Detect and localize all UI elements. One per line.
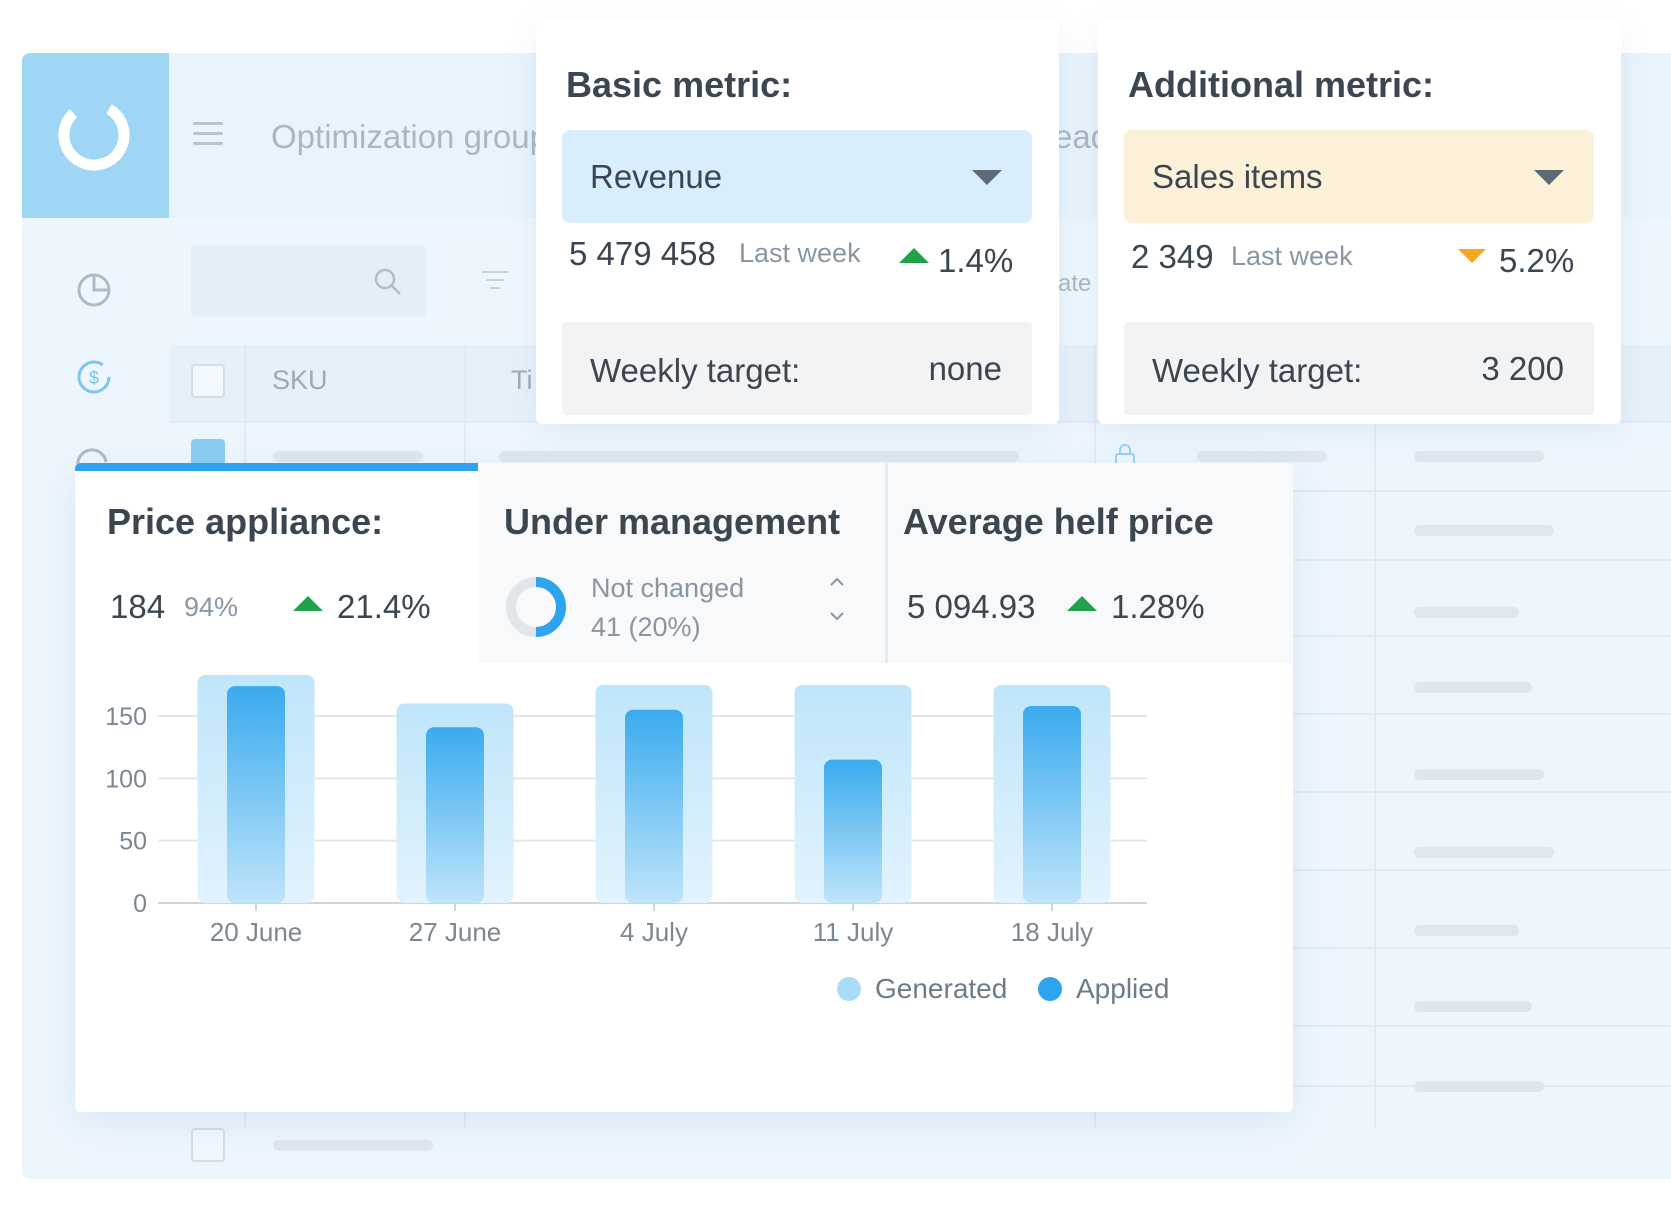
additional-metric-target-label: Weekly target: bbox=[1152, 352, 1363, 389]
bar-applied[interactable] bbox=[824, 759, 882, 903]
dollar-refresh-icon[interactable]: $ bbox=[74, 357, 114, 397]
row-checkbox[interactable] bbox=[191, 1128, 225, 1162]
toolbar-text-fragment: ate bbox=[1058, 270, 1092, 297]
price-appliance-title: Price appliance: bbox=[107, 501, 384, 542]
legend-applied-swatch bbox=[1038, 977, 1062, 1001]
basic-metric-title: Basic metric: bbox=[566, 64, 793, 105]
y-tick-label: 100 bbox=[105, 765, 147, 793]
average-price-section bbox=[888, 463, 1293, 663]
trend-up-icon bbox=[293, 596, 323, 611]
row-placeholder bbox=[1414, 1001, 1532, 1012]
bar-applied[interactable] bbox=[227, 686, 285, 903]
price-appliance-count: 184 bbox=[110, 588, 166, 625]
additional-metric-selected: Sales items bbox=[1152, 158, 1323, 195]
basic-metric-target-value[interactable]: none bbox=[928, 350, 1002, 387]
under-management-status: Not changed bbox=[591, 573, 745, 603]
bar-chart: 0 50 100 150 20 June 27 June 4 July 11 July 18 J… bbox=[105, 674, 1147, 947]
trend-up-icon bbox=[899, 248, 929, 263]
x-tick-label: 4 July bbox=[620, 917, 688, 947]
additional-metric-target-value[interactable]: 3 200 bbox=[1481, 350, 1564, 387]
basic-metric-value: 5 479 458 bbox=[569, 235, 716, 272]
hamburger-menu-icon[interactable] bbox=[193, 122, 223, 148]
additional-metric-value: 2 349 bbox=[1131, 238, 1214, 275]
cloud-icon[interactable] bbox=[74, 444, 114, 466]
filter-icon[interactable] bbox=[480, 271, 510, 293]
search-icon bbox=[374, 268, 401, 295]
app-logo[interactable] bbox=[22, 53, 169, 218]
price-appliance-change: 21.4% bbox=[337, 588, 431, 625]
row-placeholder bbox=[1414, 1081, 1544, 1092]
bar-applied[interactable] bbox=[1023, 706, 1081, 903]
price-appliance-share: 94% bbox=[184, 592, 239, 622]
row-placeholder bbox=[499, 451, 1019, 462]
basic-metric-card: Basic metric: Revenue 5 479 458 Last wee… bbox=[536, 20, 1059, 424]
column-header-title[interactable]: Ti bbox=[511, 365, 533, 395]
bar-applied[interactable] bbox=[426, 727, 484, 903]
additional-metric-title: Additional metric: bbox=[1128, 64, 1435, 105]
row-placeholder bbox=[273, 451, 423, 462]
chevron-down-icon bbox=[1534, 170, 1564, 185]
average-price-value: 5 094.93 bbox=[907, 588, 1036, 625]
select-all-checkbox[interactable] bbox=[191, 364, 225, 398]
legend-generated-swatch bbox=[837, 977, 861, 1001]
under-management-title: Under management bbox=[504, 501, 841, 542]
trend-up-icon bbox=[1067, 596, 1097, 611]
additional-metric-change: 5.2% bbox=[1499, 242, 1575, 279]
x-tick-label: 20 June bbox=[210, 917, 303, 947]
legend-generated-label: Generated bbox=[875, 973, 1008, 1004]
basic-metric-target-label: Weekly target: bbox=[590, 352, 801, 389]
under-management-value: 41 (20%) bbox=[591, 612, 701, 642]
additional-metric-period: Last week bbox=[1231, 241, 1353, 271]
basic-metric-period: Last week bbox=[739, 238, 861, 268]
sort-arrows-icon[interactable] bbox=[827, 575, 847, 625]
page-title: Optimization group bbox=[271, 118, 548, 155]
basic-metric-change: 1.4% bbox=[938, 242, 1014, 279]
lock-icon bbox=[1115, 444, 1135, 466]
additional-metric-card: Additional metric: Sales items 2 349 Las… bbox=[1098, 20, 1621, 424]
y-tick-label: 0 bbox=[133, 890, 147, 918]
price-appliance-panel: Price appliance: 184 94% 21.4% Under man… bbox=[75, 463, 1293, 1112]
basic-metric-selected: Revenue bbox=[590, 158, 723, 195]
row-placeholder bbox=[1414, 607, 1519, 618]
average-price-change: 1.28% bbox=[1111, 588, 1205, 625]
row-placeholder bbox=[1414, 925, 1519, 936]
y-tick-label: 50 bbox=[119, 828, 147, 856]
x-tick-label: 11 July bbox=[813, 917, 893, 947]
row-placeholder bbox=[273, 1140, 433, 1151]
additional-metric-target-row: Weekly target: 3 200 bbox=[1124, 322, 1594, 415]
chevron-down-icon bbox=[972, 170, 1002, 185]
svg-text:$: $ bbox=[89, 368, 99, 388]
basic-metric-target-row: Weekly target: none bbox=[562, 322, 1032, 415]
row-placeholder bbox=[1414, 769, 1544, 780]
under-management-donut bbox=[506, 577, 566, 637]
row-placeholder bbox=[1414, 525, 1554, 536]
column-header-sku[interactable]: SKU bbox=[272, 365, 328, 395]
row-placeholder bbox=[1414, 847, 1554, 858]
search-input[interactable] bbox=[191, 245, 427, 317]
additional-metric-select[interactable]: Sales items bbox=[1124, 130, 1594, 223]
bar-applied[interactable] bbox=[625, 709, 683, 903]
basic-metric-select[interactable]: Revenue bbox=[562, 130, 1032, 223]
section-divider bbox=[885, 463, 888, 663]
active-tab-indicator bbox=[75, 463, 478, 471]
y-tick-label: 150 bbox=[105, 703, 147, 731]
average-price-title: Average helf price bbox=[903, 501, 1214, 542]
x-tick-label: 18 July bbox=[1011, 917, 1093, 947]
logo-ring-icon bbox=[58, 99, 130, 171]
trend-down-icon bbox=[1458, 249, 1486, 263]
legend-applied-label: Applied bbox=[1076, 973, 1170, 1004]
pie-chart-icon[interactable] bbox=[74, 270, 114, 310]
row-placeholder bbox=[1197, 451, 1327, 462]
row-placeholder bbox=[1414, 682, 1532, 693]
x-tick-label: 27 June bbox=[409, 917, 502, 947]
row-placeholder bbox=[1414, 451, 1544, 462]
